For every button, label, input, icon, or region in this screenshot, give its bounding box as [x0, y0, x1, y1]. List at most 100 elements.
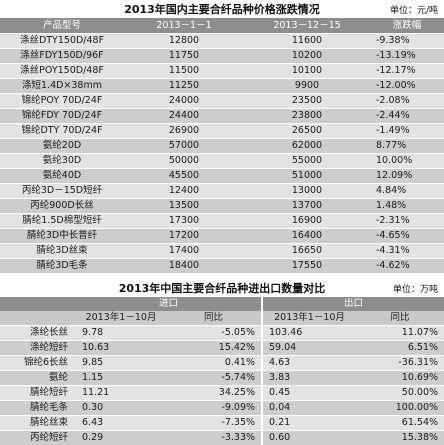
price-start-cell: 12400 — [124, 184, 244, 199]
header-product: 产品型号 — [0, 18, 124, 34]
change-cell: -9.38% — [370, 34, 444, 49]
import-yoy-cell: -3.33% — [166, 431, 262, 445]
price-end-cell: 9900 — [244, 79, 370, 94]
price-end-cell: 23800 — [244, 109, 370, 124]
price-start-cell: 11500 — [124, 64, 244, 79]
product-cell: 丙纶3D－15D短纤 — [0, 184, 124, 199]
price-start-cell: 18400 — [124, 259, 244, 274]
product-cell: 氨纶40D — [0, 169, 124, 184]
product-cell: 锦纶FDY 70D/24F — [0, 109, 124, 124]
import-yoy-cell: 0.41% — [166, 356, 262, 371]
import-yoy-cell: 15.42% — [166, 341, 262, 356]
price-end-cell: 55000 — [244, 154, 370, 169]
product-cell: 涤丝FDY150D/96F — [0, 49, 124, 64]
price-start-cell: 13500 — [124, 199, 244, 214]
change-cell: 8.77% — [370, 139, 444, 154]
header-blank — [0, 297, 76, 311]
table2-title-row: 2013年中国主要合纤品种进出口数量对比 单位：万吨 — [0, 279, 444, 297]
change-cell: -12.00% — [370, 79, 444, 94]
export-yoy-cell: -36.31% — [356, 356, 444, 371]
change-cell: -4.31% — [370, 244, 444, 259]
price-start-cell: 26900 — [124, 124, 244, 139]
export-volume-cell: 4.63 — [262, 356, 356, 371]
export-volume-cell: 0.04 — [262, 401, 356, 416]
subheader-blank — [0, 311, 76, 326]
table2-unit: 单位：万吨 — [393, 282, 438, 295]
product-cell: 腈纶3D毛条 — [0, 259, 124, 274]
price-end-cell: 17550 — [244, 259, 370, 274]
price-start-cell: 24000 — [124, 94, 244, 109]
change-cell: -1.49% — [370, 124, 444, 139]
change-cell: 12.09% — [370, 169, 444, 184]
price-start-cell: 11250 — [124, 79, 244, 94]
export-volume-cell: 59.04 — [262, 341, 356, 356]
change-cell: -4.65% — [370, 229, 444, 244]
import-volume-cell: 9.85 — [76, 356, 166, 371]
change-cell: -13.19% — [370, 49, 444, 64]
table1-unit: 单位：元/吨 — [390, 3, 438, 16]
table1-title: 2013年国内主要合纤品种价格涨跌情况 — [0, 1, 444, 17]
change-cell: -4.62% — [370, 259, 444, 274]
price-start-cell: 50000 — [124, 154, 244, 169]
product-cell: 腈纶3D中长普纤 — [0, 229, 124, 244]
export-yoy-cell: 15.38% — [356, 431, 444, 445]
change-cell: -2.44% — [370, 109, 444, 124]
import-yoy-cell: -7.35% — [166, 416, 262, 431]
export-yoy-cell: 11.07% — [356, 326, 444, 341]
price-start-cell: 11750 — [124, 49, 244, 64]
export-yoy-cell: 6.51% — [356, 341, 444, 356]
price-start-cell: 57000 — [124, 139, 244, 154]
table1-title-row: 2013年国内主要合纤品种价格涨跌情况 单位：元/吨 — [0, 0, 444, 18]
table1-header-row: 产品型号 2013－1－1 2013－12－15 涨跌幅 — [0, 18, 444, 34]
import-volume-cell: 10.63 — [76, 341, 166, 356]
product-cell: 氨纶 — [0, 371, 76, 386]
price-start-cell: 24400 — [124, 109, 244, 124]
price-end-cell: 26500 — [244, 124, 370, 139]
change-cell: 10.00% — [370, 154, 444, 169]
export-yoy-cell: 10.69% — [356, 371, 444, 386]
subheader-export-period: 2013年1－10月 — [262, 311, 356, 326]
export-yoy-cell: 61.54% — [356, 416, 444, 431]
price-end-cell: 16650 — [244, 244, 370, 259]
product-cell: 涤纶短纤 — [0, 341, 76, 356]
price-start-cell: 17400 — [124, 244, 244, 259]
import-yoy-cell: -9.09% — [166, 401, 262, 416]
product-cell: 丙纶900D长丝 — [0, 199, 124, 214]
product-cell: 涤纶长丝 — [0, 326, 76, 341]
subheader-import-period: 2013年1－10月 — [76, 311, 166, 326]
export-volume-cell: 3.83 — [262, 371, 356, 386]
change-cell: -2.08% — [370, 94, 444, 109]
change-cell: -2.31% — [370, 214, 444, 229]
header-import: 进口 — [76, 297, 262, 311]
price-change-table: 产品型号 2013－1－1 2013－12－15 涨跌幅 涤丝DTY150D/4… — [0, 18, 444, 273]
header-change: 涨跌幅 — [370, 18, 444, 34]
product-cell: 腈纶短纤 — [0, 386, 76, 401]
change-cell: 1.48% — [370, 199, 444, 214]
price-start-cell: 17200 — [124, 229, 244, 244]
export-yoy-cell: 50.00% — [356, 386, 444, 401]
price-end-cell: 10200 — [244, 49, 370, 64]
price-end-cell: 16900 — [244, 214, 370, 229]
import-volume-cell: 9.78 — [76, 326, 166, 341]
price-end-cell: 13700 — [244, 199, 370, 214]
change-cell: -12.17% — [370, 64, 444, 79]
